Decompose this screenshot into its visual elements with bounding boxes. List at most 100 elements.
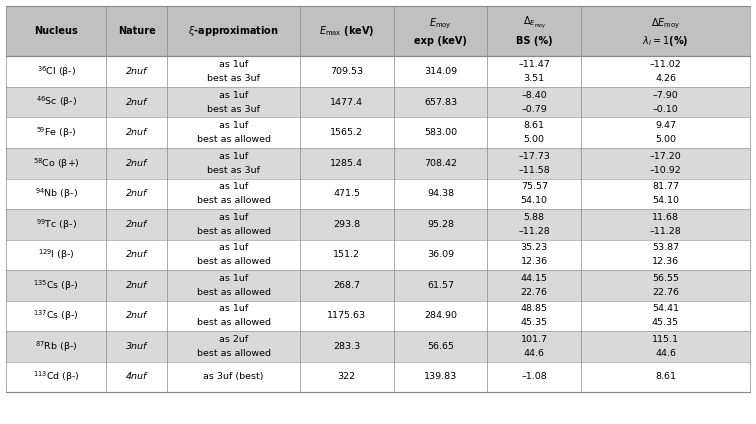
Text: –11.02: –11.02 [649,60,681,69]
Text: best as 3uf: best as 3uf [207,105,260,114]
Text: as 3uf (best): as 3uf (best) [203,372,264,382]
Text: 3.51: 3.51 [524,74,545,83]
Text: $\Delta_{E_{\rm moy}}$: $\Delta_{E_{\rm moy}}$ [522,15,546,31]
Text: 2nuf: 2nuf [126,159,147,168]
Text: 293.8: 293.8 [333,220,361,229]
Text: 322: 322 [338,372,356,382]
Text: $^{99}$Tc (β-): $^{99}$Tc (β-) [36,217,77,232]
Text: 2nuf: 2nuf [126,189,147,198]
Bar [6,179,750,209]
Text: 1477.4: 1477.4 [330,98,363,107]
Text: as 1uf: as 1uf [219,274,248,283]
Text: $\xi$-approximation: $\xi$-approximation [188,24,279,39]
Text: as 2uf: as 2uf [219,335,248,344]
Text: 3nuf: 3nuf [126,342,147,351]
Text: 8.61: 8.61 [524,121,545,130]
Text: 284.90: 284.90 [424,311,457,321]
Text: –10.92: –10.92 [649,166,681,175]
Text: 35.23: 35.23 [521,243,548,252]
Text: as 1uf: as 1uf [219,121,248,130]
Text: 709.53: 709.53 [330,67,364,76]
Text: 8.61: 8.61 [655,372,676,382]
Text: $\Delta E_{\rm moy}$: $\Delta E_{\rm moy}$ [651,16,680,31]
Text: –11.28: –11.28 [519,227,550,236]
Text: as 1uf: as 1uf [219,182,248,191]
Text: 45.35: 45.35 [652,318,679,327]
Text: 12.36: 12.36 [521,257,548,266]
Text: 283.3: 283.3 [333,342,361,351]
Text: best as 3uf: best as 3uf [207,166,260,175]
Bar [6,148,750,179]
Text: $^{59}$Fe (β-): $^{59}$Fe (β-) [36,126,76,140]
Text: $^{58}$Co (β+): $^{58}$Co (β+) [33,156,79,170]
Text: $^{129}$I (β-): $^{129}$I (β-) [38,248,75,262]
Text: as 1uf: as 1uf [219,91,248,100]
Text: 9.47: 9.47 [655,121,676,130]
Text: as 1uf: as 1uf [219,304,248,313]
Text: 4.26: 4.26 [655,74,676,83]
Text: 36.09: 36.09 [427,250,454,259]
Text: 5.00: 5.00 [655,135,676,144]
Text: 45.35: 45.35 [521,318,548,327]
Text: as 1uf: as 1uf [219,152,248,161]
Bar [6,270,750,301]
Text: –17.20: –17.20 [649,152,681,161]
Text: 75.57: 75.57 [521,182,547,191]
Text: Nucleus: Nucleus [34,26,78,36]
Text: 1285.4: 1285.4 [330,159,363,168]
Text: best as allowed: best as allowed [197,135,271,144]
Text: –8.40: –8.40 [522,91,547,100]
Bar [6,87,750,117]
Text: –1.08: –1.08 [522,372,547,382]
Text: –0.10: –0.10 [652,105,678,114]
Text: 708.42: 708.42 [424,159,457,168]
Text: 53.87: 53.87 [652,243,679,252]
Text: 54.10: 54.10 [521,196,547,205]
Text: 12.36: 12.36 [652,257,679,266]
Text: exp (keV): exp (keV) [414,36,467,46]
Text: 5.00: 5.00 [524,135,545,144]
Text: 657.83: 657.83 [424,98,457,107]
Text: $E_{\rm moy}$: $E_{\rm moy}$ [429,16,452,31]
Text: best as allowed: best as allowed [197,227,271,236]
Bar [6,56,750,87]
Text: best as allowed: best as allowed [197,318,271,327]
Bar [6,301,750,331]
Text: 2nuf: 2nuf [126,128,147,137]
Text: $^{46}$Sc (β-): $^{46}$Sc (β-) [36,95,77,109]
Text: 56.55: 56.55 [652,274,679,283]
Bar [6,209,750,240]
Text: –7.90: –7.90 [652,91,678,100]
Text: $\lambda_l = 1$(%): $\lambda_l = 1$(%) [643,34,689,48]
Text: 81.77: 81.77 [652,182,679,191]
Text: 22.76: 22.76 [652,288,679,297]
Text: 115.1: 115.1 [652,335,679,344]
Text: 583.00: 583.00 [424,128,457,137]
Text: 4nuf: 4nuf [126,372,147,382]
Text: $E_{\rm max}$ (keV): $E_{\rm max}$ (keV) [319,24,374,39]
Text: $^{94}$Nb (β-): $^{94}$Nb (β-) [35,187,78,201]
Text: 151.2: 151.2 [333,250,361,259]
Text: –11.47: –11.47 [519,60,550,69]
Text: 2nuf: 2nuf [126,98,147,107]
Text: best as allowed: best as allowed [197,257,271,266]
Text: 2nuf: 2nuf [126,281,147,290]
Text: as 1uf: as 1uf [219,60,248,69]
Text: 268.7: 268.7 [333,281,361,290]
Text: best as 3uf: best as 3uf [207,74,260,83]
Text: 314.09: 314.09 [424,67,457,76]
Text: best as allowed: best as allowed [197,196,271,205]
Text: 2nuf: 2nuf [126,311,147,321]
Text: 139.83: 139.83 [424,372,457,382]
Text: 1565.2: 1565.2 [330,128,363,137]
Text: –11.28: –11.28 [649,227,681,236]
Text: 471.5: 471.5 [333,189,361,198]
Text: 2nuf: 2nuf [126,67,147,76]
Text: best as allowed: best as allowed [197,288,271,297]
Text: 11.68: 11.68 [652,213,679,222]
Text: 54.41: 54.41 [652,304,679,313]
Text: 101.7: 101.7 [521,335,547,344]
Text: –11.58: –11.58 [519,166,550,175]
Text: 1175.63: 1175.63 [327,311,367,321]
Bar [6,6,750,56]
